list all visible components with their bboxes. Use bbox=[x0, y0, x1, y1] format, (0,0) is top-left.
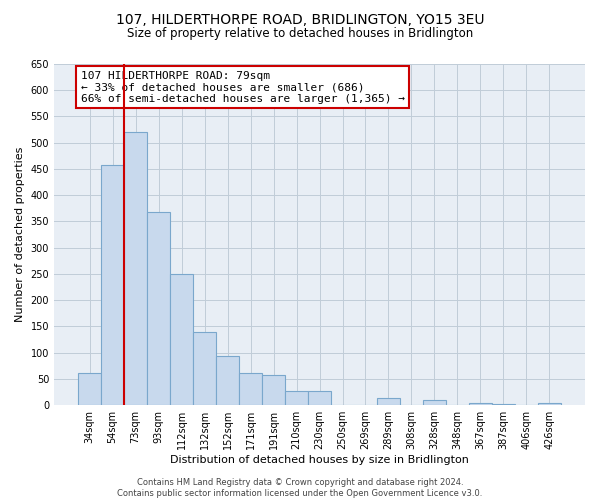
Bar bbox=[377, 398, 400, 405]
X-axis label: Distribution of detached houses by size in Bridlington: Distribution of detached houses by size … bbox=[170, 455, 469, 465]
Text: 107 HILDERTHORPE ROAD: 79sqm
← 33% of detached houses are smaller (686)
66% of s: 107 HILDERTHORPE ROAD: 79sqm ← 33% of de… bbox=[80, 71, 404, 104]
Bar bbox=[308, 390, 331, 405]
Bar bbox=[193, 332, 216, 405]
Bar bbox=[538, 402, 561, 405]
Bar bbox=[216, 356, 239, 405]
Bar bbox=[239, 372, 262, 405]
Y-axis label: Number of detached properties: Number of detached properties bbox=[15, 147, 25, 322]
Bar bbox=[147, 212, 170, 405]
Bar bbox=[262, 376, 285, 405]
Bar bbox=[469, 402, 492, 405]
Text: Contains HM Land Registry data © Crown copyright and database right 2024.
Contai: Contains HM Land Registry data © Crown c… bbox=[118, 478, 482, 498]
Bar bbox=[124, 132, 147, 405]
Bar bbox=[101, 166, 124, 405]
Bar bbox=[170, 274, 193, 405]
Bar bbox=[423, 400, 446, 405]
Bar bbox=[492, 404, 515, 405]
Bar bbox=[78, 372, 101, 405]
Bar bbox=[285, 391, 308, 405]
Text: Size of property relative to detached houses in Bridlington: Size of property relative to detached ho… bbox=[127, 28, 473, 40]
Text: 107, HILDERTHORPE ROAD, BRIDLINGTON, YO15 3EU: 107, HILDERTHORPE ROAD, BRIDLINGTON, YO1… bbox=[116, 12, 484, 26]
